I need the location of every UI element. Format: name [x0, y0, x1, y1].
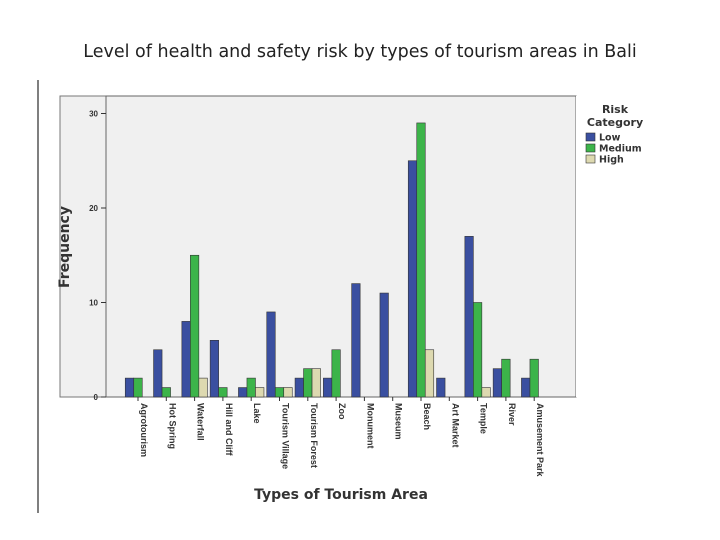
bar-low — [124, 377, 135, 398]
bar-high — [283, 387, 293, 398]
x-category-label: Hill and Cliff — [224, 403, 234, 457]
bar-medium — [331, 349, 341, 398]
y-axis-title: Frequency — [57, 206, 73, 288]
legend-title-line2: Category — [587, 116, 643, 129]
x-category-label: Monument — [365, 403, 375, 449]
legend-label-low: Low — [599, 133, 621, 144]
bar-low — [379, 292, 389, 398]
y-tick-label: 20 — [89, 204, 98, 213]
bar-low — [407, 160, 418, 398]
bar-medium — [529, 358, 539, 398]
bar-medium — [133, 377, 143, 398]
bar-low — [351, 283, 361, 398]
x-category-label: Zoo — [337, 403, 347, 420]
x-category-label: Hot Spring — [167, 403, 177, 449]
slide-divider-line — [37, 80, 39, 513]
legend-swatch-high — [585, 154, 596, 164]
y-tick-label: 0 — [94, 393, 99, 402]
bar-medium — [246, 377, 256, 398]
bar-high — [424, 349, 435, 398]
bar-medium — [501, 358, 511, 398]
bar-high — [481, 387, 491, 398]
bar-low — [209, 339, 219, 398]
bar-low — [266, 311, 276, 398]
x-category-label: Beach — [422, 403, 432, 430]
bar-low — [181, 321, 191, 398]
y-tick-label: 10 — [89, 299, 98, 308]
bar-low — [238, 387, 248, 398]
bar-low — [323, 377, 333, 398]
bar-low — [492, 368, 502, 398]
bar-medium — [218, 387, 228, 398]
x-category-label: Lake — [252, 403, 262, 424]
x-category-label: Waterfall — [196, 403, 206, 441]
bar-medium — [274, 387, 285, 398]
bar-medium — [161, 387, 171, 398]
x-category-label: Temple — [479, 403, 489, 434]
x-category-label: River — [507, 403, 517, 426]
bar-high — [255, 387, 265, 398]
x-category-label: Tourism Forest — [309, 403, 319, 468]
legend-swatch-low — [585, 132, 596, 142]
x-category-label: Museum — [394, 403, 404, 440]
bar-medium — [303, 368, 313, 398]
bar-low — [436, 377, 446, 398]
legend-title-line1: Risk — [602, 103, 629, 116]
bar-medium — [416, 122, 426, 398]
y-tick-label: 30 — [89, 110, 98, 119]
x-category-label: Tourism Village — [281, 403, 291, 469]
slide-title: Level of health and safety risk by types… — [83, 42, 637, 62]
x-axis-title: Types of Tourism Area — [254, 487, 428, 503]
x-category-label: Amusement Park — [535, 403, 545, 478]
bar-low — [521, 377, 531, 398]
bar-high — [311, 368, 321, 398]
plot-area — [105, 95, 577, 398]
bar-medium — [473, 302, 483, 398]
legend-swatch-medium — [585, 143, 596, 153]
bar-low — [294, 377, 304, 398]
x-category-label: Agrotourism — [139, 403, 149, 457]
legend-label-medium: Medium — [599, 144, 642, 155]
bar-low — [464, 236, 474, 398]
legend-label-high: High — [599, 155, 624, 166]
bar-low — [153, 349, 163, 398]
bar-medium — [190, 254, 200, 398]
x-category-label: Art Market — [450, 403, 460, 448]
bar-high — [198, 377, 208, 398]
